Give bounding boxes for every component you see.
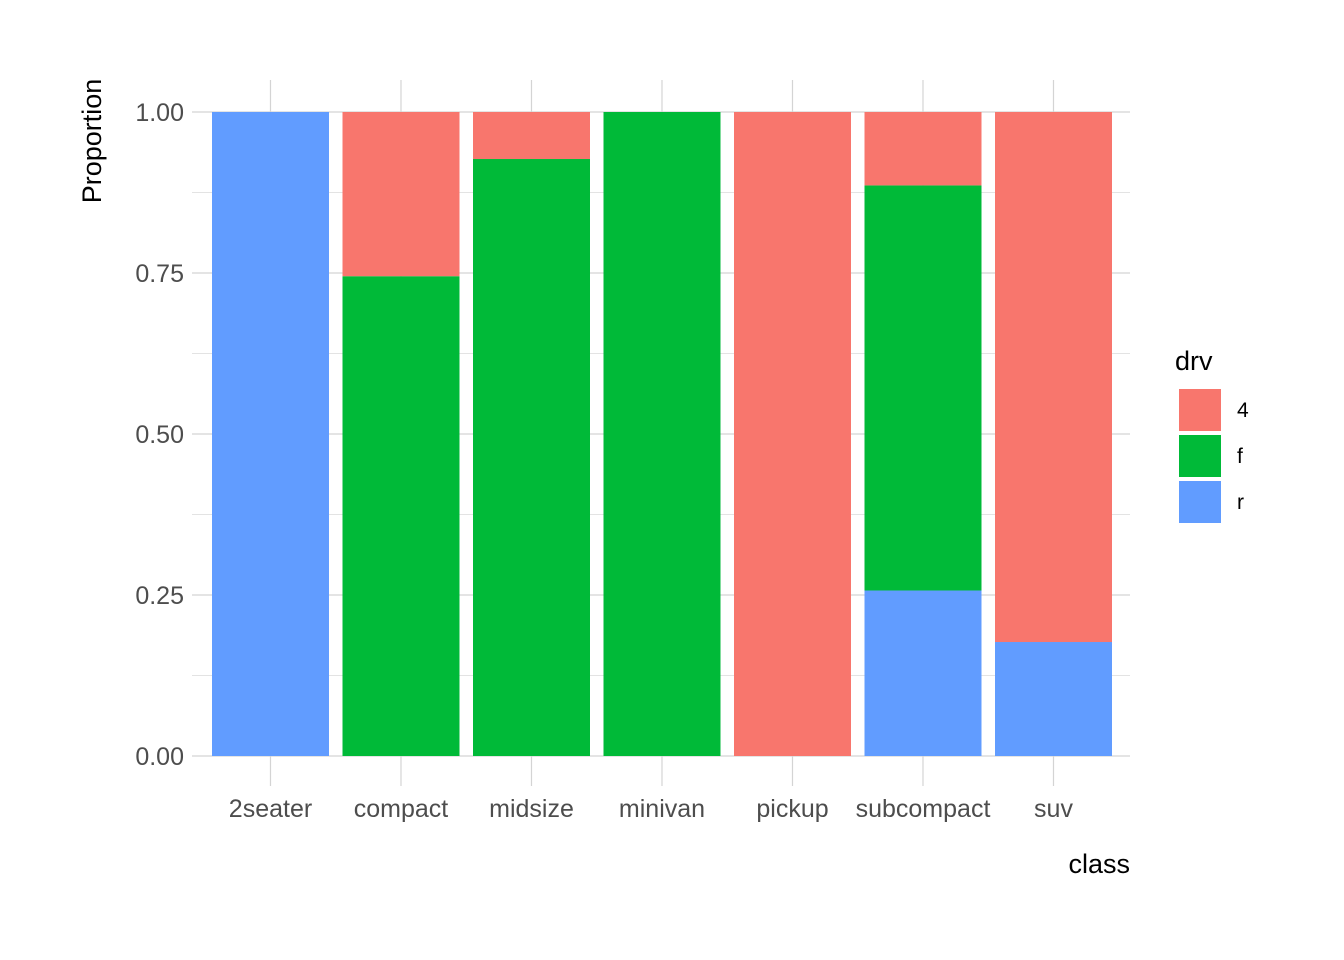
y-axis-title: Proportion (77, 79, 107, 204)
x-tick-label: compact (354, 795, 449, 823)
y-tick-label: 1.00 (135, 99, 184, 127)
bar-subcompact-4 (864, 112, 982, 186)
legend-key-4 (1179, 389, 1221, 431)
x-tick-label: subcompact (856, 795, 991, 823)
y-tick-label: 0.75 (135, 260, 184, 288)
y-axis-ticks: 0.00 0.25 0.50 0.75 1.00 (135, 99, 184, 771)
bar-compact-4 (342, 112, 460, 277)
x-tick-label: minivan (619, 795, 705, 823)
bar-suv-4 (995, 112, 1112, 643)
bar-midsize-f (473, 159, 590, 757)
legend: drv 4 fr (1175, 346, 1249, 523)
legend-label-f: f (1237, 445, 1243, 468)
bar-pickup-4 (734, 112, 851, 756)
bar-2seater-r (212, 112, 329, 756)
legend-key-r (1179, 481, 1221, 523)
legend-title: drv (1175, 346, 1213, 376)
legend-label-4: 4 (1237, 399, 1249, 422)
bar-midsize-4 (473, 112, 590, 160)
legend-key-f (1179, 435, 1221, 477)
bar-subcompact-r (864, 590, 982, 756)
bar-minivan-f (603, 112, 721, 756)
x-tick-label: midsize (489, 795, 574, 823)
bars (212, 112, 1112, 757)
x-axis-ticks: 2seater compact midsize minivan pickup subcom… (229, 795, 1074, 823)
x-tick-label: 2seater (229, 795, 312, 823)
bar-subcompact-f (864, 185, 982, 591)
y-tick-label: 0.25 (135, 582, 184, 610)
legend-label-r: r (1237, 491, 1244, 514)
bar-compact-f (342, 276, 460, 756)
x-tick-label: pickup (756, 795, 828, 823)
bar-suv-r (995, 642, 1112, 756)
y-tick-label: 0.00 (135, 743, 184, 771)
y-tick-label: 0.50 (135, 421, 184, 449)
x-axis-title: class (1068, 849, 1130, 879)
x-tick-label: suv (1034, 795, 1073, 823)
